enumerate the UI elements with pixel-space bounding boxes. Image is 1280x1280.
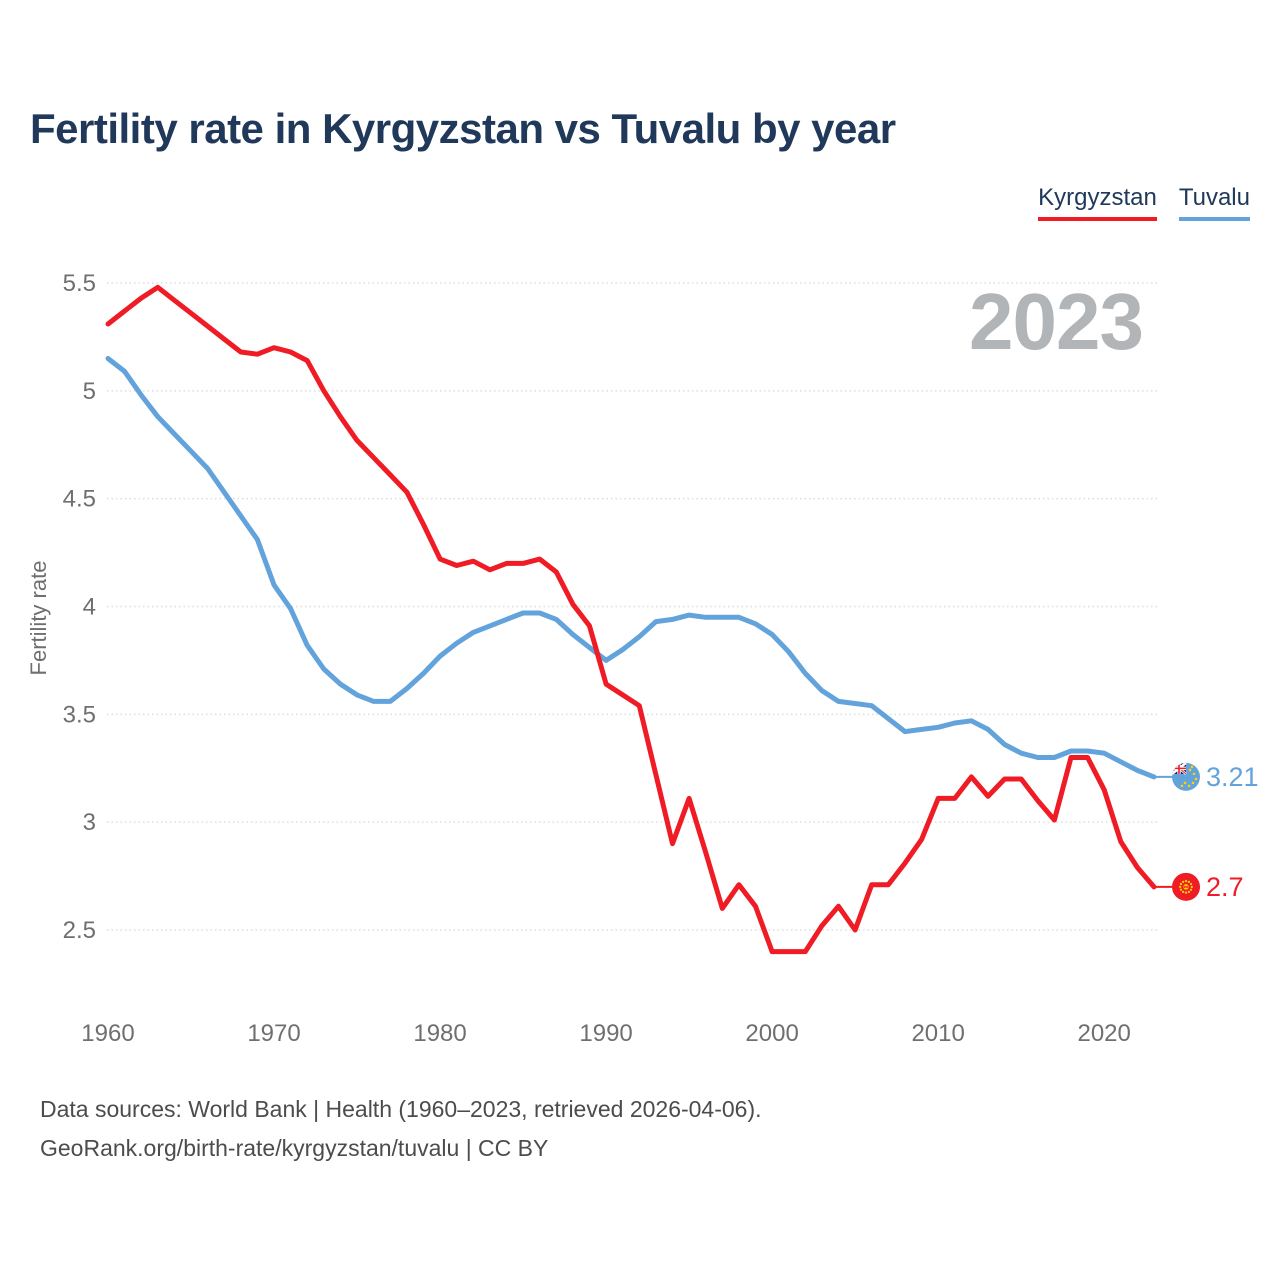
y-tick-label: 5 bbox=[83, 378, 96, 405]
x-tick-label: 1960 bbox=[81, 1020, 134, 1047]
series-line-kyrgyzstan[interactable] bbox=[105, 284, 1157, 955]
legend: Kyrgyzstan Tuvalu bbox=[1038, 184, 1250, 221]
page-title: Fertility rate in Kyrgyzstan vs Tuvalu b… bbox=[30, 105, 896, 152]
x-tick-label: 1990 bbox=[579, 1020, 632, 1047]
kyrgyzstan-flag-icon bbox=[1172, 872, 1200, 901]
watermark-year: 2023 bbox=[969, 277, 1143, 366]
legend-item-tuvalu[interactable]: Tuvalu bbox=[1178, 184, 1250, 221]
series-line-tuvalu[interactable] bbox=[105, 356, 1157, 780]
x-tick-label: 2020 bbox=[1077, 1020, 1130, 1047]
x-tick-label: 1970 bbox=[247, 1020, 300, 1047]
y-tick-label: 4.5 bbox=[63, 486, 96, 513]
y-tick-label: 3 bbox=[83, 809, 96, 836]
end-value-label-tuvalu: 3.21 bbox=[1206, 762, 1259, 792]
y-tick-label: 2.5 bbox=[63, 917, 96, 944]
y-tick-label: 4 bbox=[83, 594, 96, 621]
legend-item-kyrgyzstan[interactable]: Kyrgyzstan bbox=[1038, 184, 1157, 221]
x-tick-label: 1980 bbox=[413, 1020, 466, 1047]
footer: Data sources: World Bank | Health (1960–… bbox=[40, 1090, 762, 1168]
y-tick-label: 3.5 bbox=[63, 701, 96, 728]
y-tick-label: 5.5 bbox=[63, 270, 96, 297]
x-tick-label: 2010 bbox=[911, 1020, 964, 1047]
y-axis-title: Fertility rate bbox=[26, 561, 51, 676]
footer-link-line: GeoRank.org/birth-rate/kyrgyzstan/tuvalu… bbox=[40, 1135, 549, 1161]
x-tick-label: 2000 bbox=[745, 1020, 798, 1047]
tuvalu-flag-icon bbox=[1172, 762, 1200, 791]
footer-source-line: Data sources: World Bank | Health (1960–… bbox=[40, 1096, 762, 1122]
end-value-label-kyrgyzstan: 2.7 bbox=[1206, 872, 1244, 902]
